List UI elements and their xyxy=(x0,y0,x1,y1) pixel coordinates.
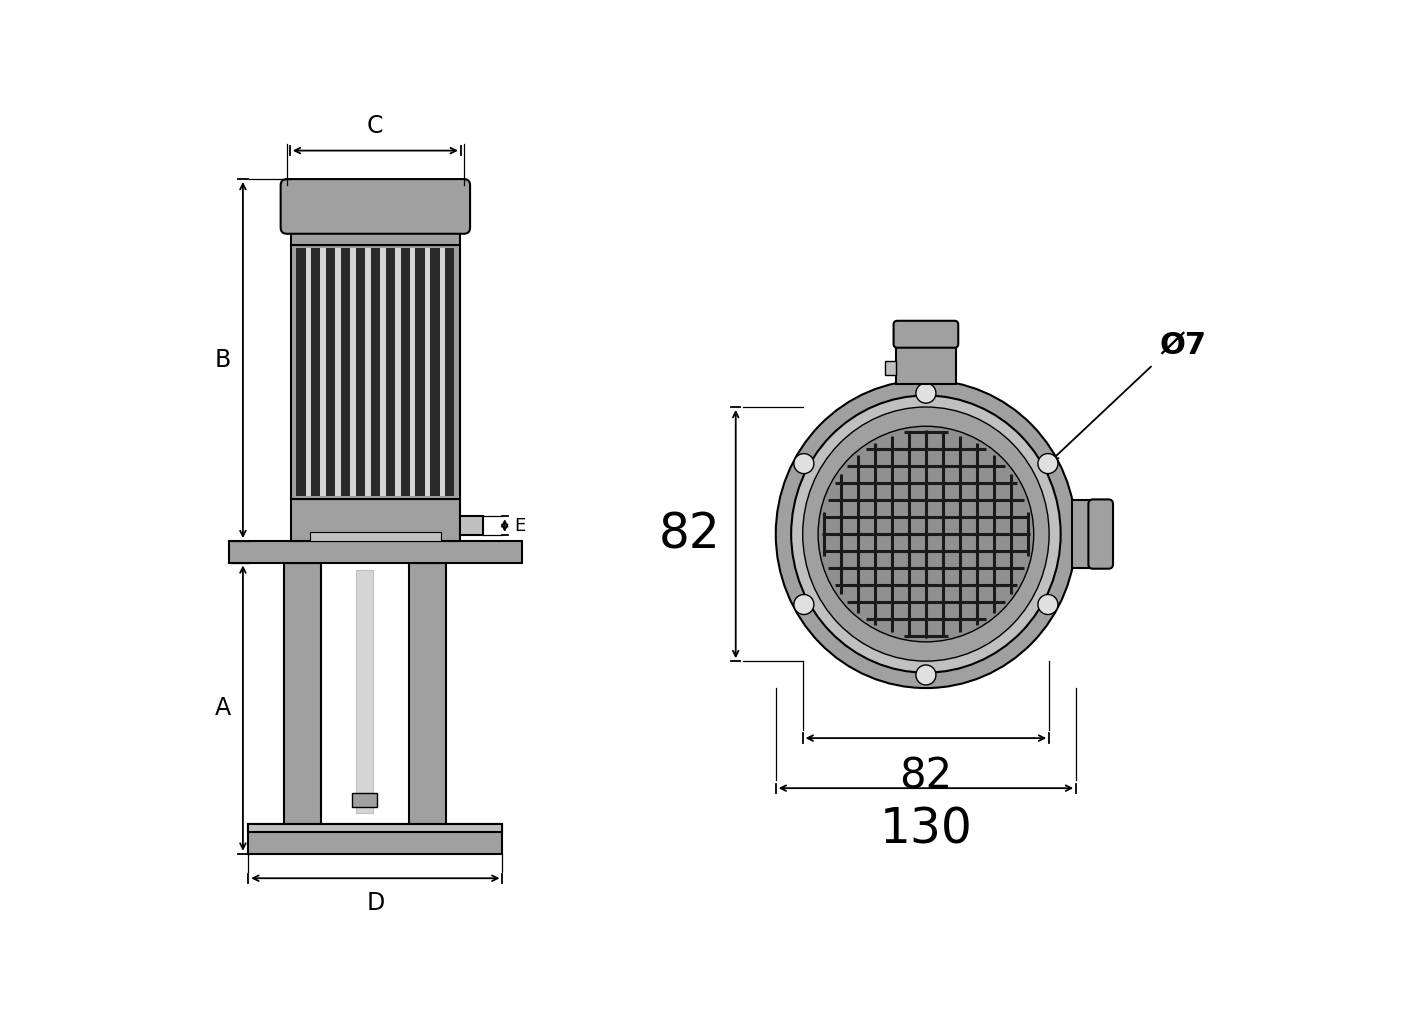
Bar xyxy=(229,541,522,562)
Bar xyxy=(249,824,503,833)
Bar xyxy=(291,245,461,499)
Bar xyxy=(430,248,439,496)
Text: 82: 82 xyxy=(900,755,952,797)
FancyBboxPatch shape xyxy=(1088,500,1113,568)
Bar xyxy=(284,562,320,824)
Bar xyxy=(357,570,373,813)
Bar xyxy=(291,499,461,541)
Bar xyxy=(371,248,380,496)
Text: 130: 130 xyxy=(879,805,973,853)
Bar xyxy=(320,248,326,496)
Circle shape xyxy=(915,665,936,685)
Bar xyxy=(310,531,441,541)
Circle shape xyxy=(819,426,1033,642)
Bar xyxy=(336,248,341,496)
Bar xyxy=(249,824,503,854)
Bar xyxy=(409,562,446,824)
Bar xyxy=(885,360,896,375)
Bar xyxy=(1073,500,1105,568)
Text: D: D xyxy=(366,891,385,914)
Circle shape xyxy=(915,383,936,403)
Bar xyxy=(355,248,365,496)
Text: A: A xyxy=(215,696,230,720)
Text: E: E xyxy=(514,516,525,535)
Text: 82: 82 xyxy=(658,510,720,558)
Text: Ø7: Ø7 xyxy=(1160,332,1206,360)
Bar xyxy=(312,248,320,496)
FancyBboxPatch shape xyxy=(893,321,959,348)
Ellipse shape xyxy=(803,407,1049,662)
Bar xyxy=(386,248,395,496)
Bar xyxy=(291,227,461,245)
Bar xyxy=(306,248,312,496)
Bar xyxy=(296,248,306,496)
Ellipse shape xyxy=(776,380,1075,688)
Circle shape xyxy=(1038,454,1059,474)
Ellipse shape xyxy=(792,395,1060,673)
Bar xyxy=(380,248,386,496)
Text: C: C xyxy=(366,115,383,138)
Bar xyxy=(350,248,355,496)
Circle shape xyxy=(793,595,814,614)
Bar xyxy=(341,248,350,496)
Bar xyxy=(352,793,376,807)
FancyBboxPatch shape xyxy=(281,179,470,233)
Bar xyxy=(439,248,445,496)
Text: B: B xyxy=(215,348,230,372)
Bar xyxy=(896,338,956,384)
Circle shape xyxy=(793,454,814,474)
Bar xyxy=(326,248,336,496)
Bar xyxy=(410,248,416,496)
Bar xyxy=(445,248,455,496)
Bar xyxy=(461,516,483,535)
Circle shape xyxy=(1038,595,1059,614)
Bar xyxy=(424,248,430,496)
Bar xyxy=(395,248,400,496)
Bar xyxy=(400,248,410,496)
Bar xyxy=(365,248,371,496)
Bar xyxy=(416,248,424,496)
